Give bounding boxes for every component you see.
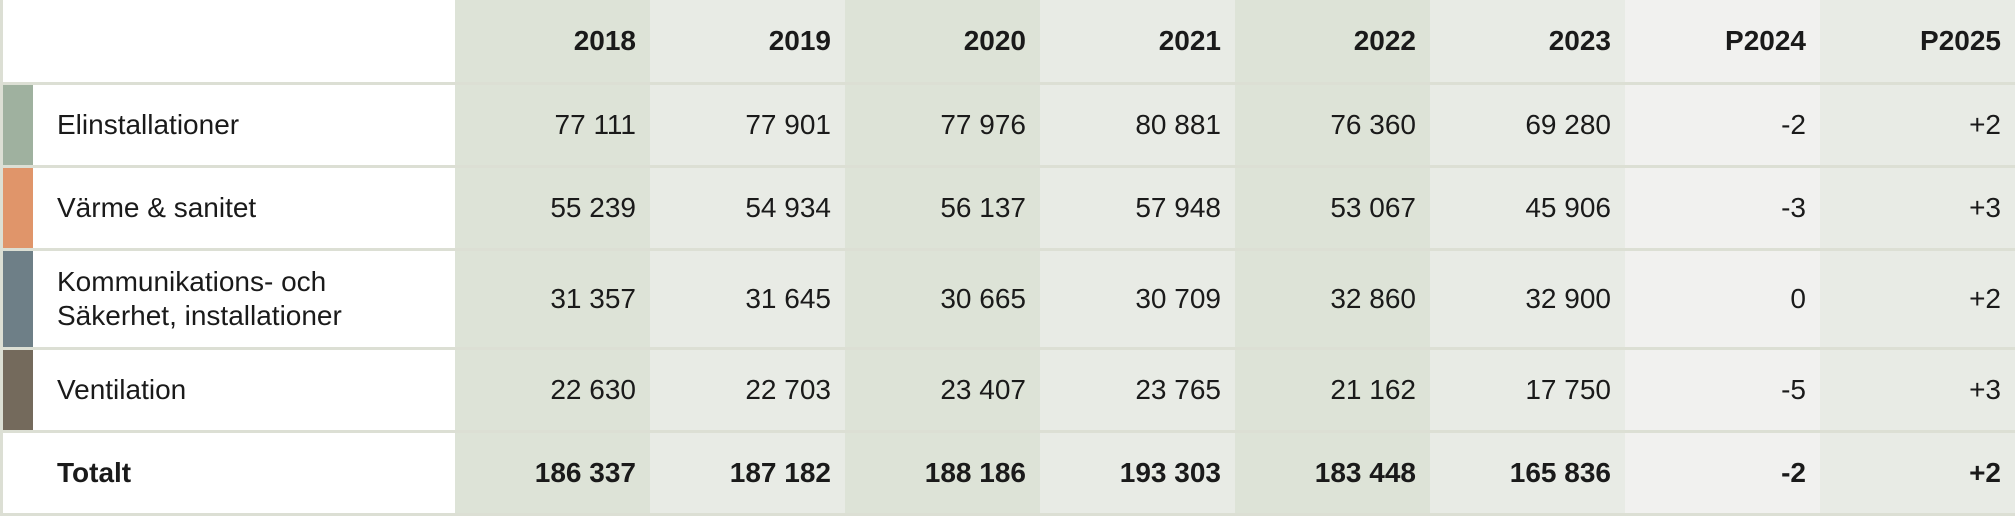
- column-header: 2020: [845, 0, 1040, 85]
- table-cell: +2: [1820, 251, 2015, 350]
- total-cell: 188 186: [845, 433, 1040, 516]
- table-cell: 57 948: [1040, 168, 1235, 251]
- row-label: Elinstallationer: [33, 85, 455, 168]
- table-cell: 31 357: [455, 251, 650, 350]
- total-cell: 183 448: [1235, 433, 1430, 516]
- total-cell: 193 303: [1040, 433, 1235, 516]
- table-row: Kommunikations- och Säkerhet, installatio…: [0, 251, 2015, 350]
- table-cell: 21 162: [1235, 350, 1430, 433]
- table-cell: 30 709: [1040, 251, 1235, 350]
- row-label: Värme & sanitet: [33, 168, 455, 251]
- table-cell: 45 906: [1430, 168, 1625, 251]
- total-cell: +2: [1820, 433, 2015, 516]
- total-swatch-blank: [0, 433, 33, 516]
- table-row: Ventilation 22 630 22 703 23 407 23 765 …: [0, 350, 2015, 433]
- table-cell: 30 665: [845, 251, 1040, 350]
- header-row: 2018 2019 2020 2021 2022 2023 P2024 P202…: [0, 0, 2015, 85]
- row-label: Ventilation: [33, 350, 455, 433]
- header-corner: [0, 0, 455, 85]
- total-cell: -2: [1625, 433, 1820, 516]
- column-header: P2024: [1625, 0, 1820, 85]
- table-cell: 54 934: [650, 168, 845, 251]
- column-header: P2025: [1820, 0, 2015, 85]
- total-row: Totalt 186 337 187 182 188 186 193 303 1…: [0, 433, 2015, 516]
- table-cell: 22 630: [455, 350, 650, 433]
- table-cell: 80 881: [1040, 85, 1235, 168]
- column-header: 2018: [455, 0, 650, 85]
- color-swatch: [0, 350, 33, 433]
- table-cell: 32 900: [1430, 251, 1625, 350]
- color-swatch: [0, 251, 33, 350]
- table-cell: +3: [1820, 168, 2015, 251]
- row-label-line: Säkerhet, installationer: [57, 300, 342, 331]
- column-header: 2019: [650, 0, 845, 85]
- table-cell: 22 703: [650, 350, 845, 433]
- color-swatch: [0, 85, 33, 168]
- table-cell: 76 360: [1235, 85, 1430, 168]
- table-cell: 77 901: [650, 85, 845, 168]
- table-cell: 31 645: [650, 251, 845, 350]
- column-header: 2022: [1235, 0, 1430, 85]
- table-cell: 56 137: [845, 168, 1040, 251]
- table-cell: 77 976: [845, 85, 1040, 168]
- table-row: Elinstallationer 77 111 77 901 77 976 80…: [0, 85, 2015, 168]
- table-cell: 0: [1625, 251, 1820, 350]
- table-cell: 23 765: [1040, 350, 1235, 433]
- table-cell: +2: [1820, 85, 2015, 168]
- table-cell: 69 280: [1430, 85, 1625, 168]
- row-label-line: Kommunikations- och: [57, 266, 327, 297]
- total-label: Totalt: [33, 433, 455, 516]
- table-cell: -3: [1625, 168, 1820, 251]
- total-cell: 186 337: [455, 433, 650, 516]
- table-cell: 23 407: [845, 350, 1040, 433]
- table-cell: 77 111: [455, 85, 650, 168]
- table-cell: 53 067: [1235, 168, 1430, 251]
- color-swatch: [0, 168, 33, 251]
- table-cell: -2: [1625, 85, 1820, 168]
- column-header: 2021: [1040, 0, 1235, 85]
- table-cell: -5: [1625, 350, 1820, 433]
- table-cell: 32 860: [1235, 251, 1430, 350]
- total-cell: 187 182: [650, 433, 845, 516]
- table-cell: 17 750: [1430, 350, 1625, 433]
- table-cell: +3: [1820, 350, 2015, 433]
- total-cell: 165 836: [1430, 433, 1625, 516]
- row-label: Kommunikations- och Säkerhet, installatio…: [33, 251, 455, 350]
- table-cell: 55 239: [455, 168, 650, 251]
- column-header: 2023: [1430, 0, 1625, 85]
- table-row: Värme & sanitet 55 239 54 934 56 137 57 …: [0, 168, 2015, 251]
